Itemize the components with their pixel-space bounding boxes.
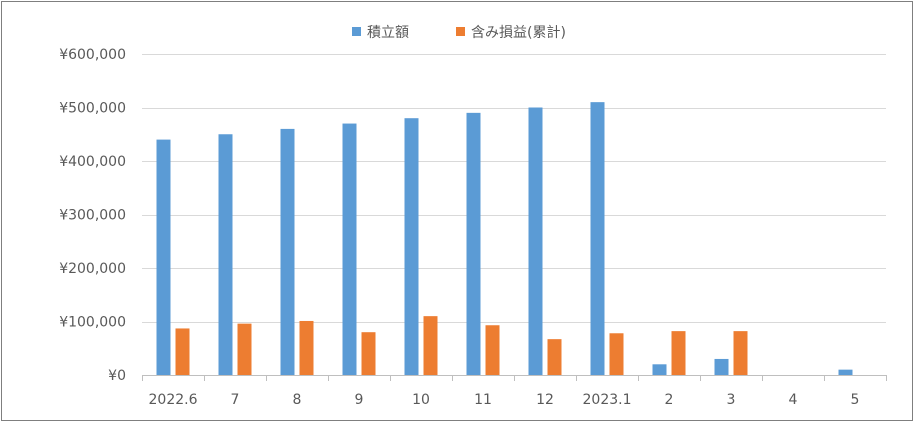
- legend-swatch: [352, 27, 361, 36]
- x-axis: 2022.6 7 8 9 10 11 12 2023.1 2 3 4 5: [142, 375, 887, 408]
- bar-series-2: [237, 323, 252, 375]
- x-tick-label: 2: [665, 392, 674, 408]
- bar-series-2: [175, 328, 190, 375]
- bar-series-1: [218, 134, 233, 375]
- bar-series-1: [714, 358, 729, 375]
- bar-series-1: [342, 123, 357, 375]
- bar-series-2: [485, 325, 500, 375]
- legend-swatch: [456, 27, 465, 36]
- bar-series-1: [838, 369, 853, 375]
- bar-series-1: [528, 107, 543, 375]
- x-tick-label: 8: [293, 392, 302, 408]
- y-tick-label: ¥0: [108, 368, 126, 384]
- bars: [156, 102, 853, 376]
- bar-series-1: [280, 128, 295, 375]
- bar-series-2: [733, 331, 748, 375]
- x-tick-label: 11: [474, 392, 492, 408]
- y-tick-label: ¥400,000: [59, 154, 126, 170]
- y-tick-label: ¥600,000: [59, 47, 126, 63]
- y-tick-label: ¥200,000: [59, 261, 126, 277]
- bar-series-1: [652, 364, 667, 375]
- legend-label: 積立額: [367, 25, 409, 41]
- x-tick-label: 10: [412, 392, 430, 408]
- legend: 積立額 含み損益(累計): [352, 25, 566, 41]
- x-tick-label: 2022.6: [149, 392, 198, 408]
- bar-series-1: [466, 112, 481, 375]
- y-tick-label: ¥300,000: [59, 208, 126, 224]
- x-tick-label: 7: [231, 392, 240, 408]
- y-tick-label: ¥100,000: [59, 315, 126, 331]
- bar-series-2: [609, 333, 624, 375]
- x-tick-label: 4: [789, 392, 798, 408]
- y-tick-label: ¥500,000: [59, 101, 126, 117]
- bar-series-2: [361, 332, 376, 375]
- x-tick-label: 2023.1: [583, 392, 632, 408]
- bar-series-2: [671, 331, 686, 375]
- y-axis-tick-labels: ¥0 ¥100,000 ¥200,000 ¥300,000 ¥400,000 ¥500,0…: [59, 47, 126, 384]
- x-tick-label: 3: [727, 392, 736, 408]
- legend-label: 含み損益(累計): [471, 25, 566, 41]
- bar-series-2: [423, 316, 438, 375]
- gridlines: [142, 54, 886, 376]
- bar-series-1: [404, 118, 419, 375]
- x-tick-label: 9: [355, 392, 364, 408]
- bar-series-1: [590, 102, 605, 376]
- bar-series-2: [547, 339, 562, 375]
- bar-series-2: [299, 320, 314, 375]
- x-tick-label: 12: [536, 392, 554, 408]
- bar-series-1: [156, 139, 171, 375]
- x-tick-label: 5: [851, 392, 860, 408]
